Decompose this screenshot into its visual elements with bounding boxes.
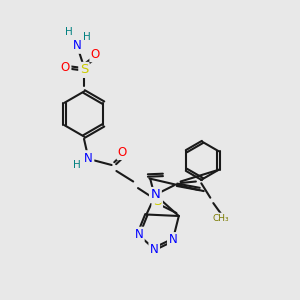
Text: S: S	[80, 63, 88, 76]
Text: N: N	[168, 233, 177, 247]
Text: N: N	[134, 228, 143, 241]
Text: N: N	[84, 152, 93, 165]
Text: O: O	[118, 146, 127, 159]
Text: H: H	[83, 32, 91, 43]
Text: O: O	[91, 48, 100, 61]
Text: H: H	[73, 160, 81, 170]
Text: CH₃: CH₃	[213, 214, 230, 223]
Text: O: O	[61, 61, 70, 74]
Text: N: N	[73, 39, 82, 52]
Text: N: N	[150, 243, 159, 256]
Text: H: H	[64, 27, 72, 38]
Text: S: S	[153, 195, 161, 208]
Text: N: N	[151, 188, 160, 202]
